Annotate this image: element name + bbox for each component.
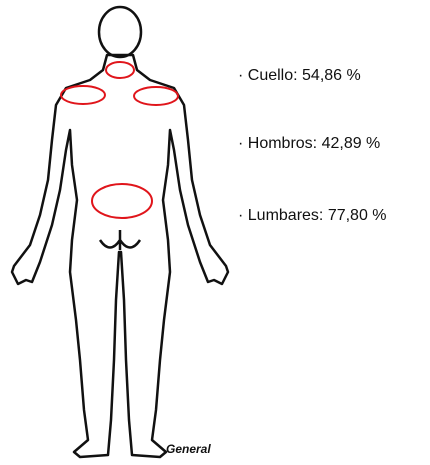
caption: General (166, 442, 211, 456)
shoulder-zone-left (61, 86, 105, 104)
shoulder-zone-right (134, 87, 178, 105)
label: · Lumbares: 77,80 % (238, 207, 387, 224)
lumbar-zone (92, 184, 152, 218)
body-diagram: · Cuello: 54,86 % · Hombros: 42,89 % · L… (0, 0, 430, 465)
body-outline (12, 7, 228, 457)
head (99, 7, 141, 57)
label: · Hombros: 42,89 % (238, 135, 380, 152)
silhouette (12, 55, 228, 457)
highlights (61, 62, 178, 218)
label: · Cuello: 54,86 % (238, 67, 361, 84)
gluteal-line (100, 230, 140, 250)
neck-zone (106, 62, 134, 78)
